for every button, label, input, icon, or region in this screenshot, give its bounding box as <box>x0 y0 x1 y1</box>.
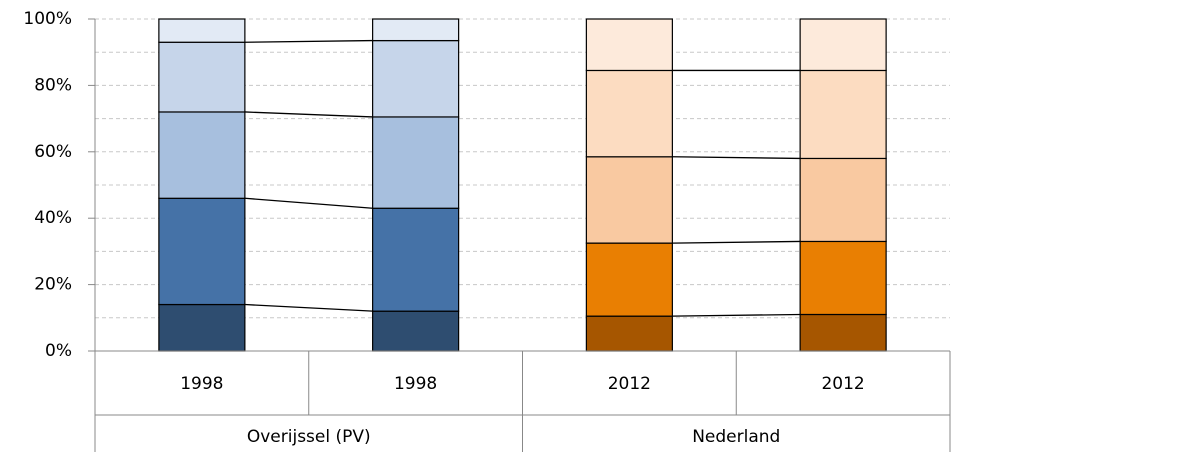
bar-segment <box>372 39 460 118</box>
series-line <box>672 156 801 160</box>
x-tick-label: 1998 <box>180 374 223 394</box>
y-tick-label: 20% <box>34 275 72 295</box>
bar-segment <box>799 240 887 316</box>
bar-segment <box>158 111 246 199</box>
bar-segment <box>158 197 246 306</box>
series-line <box>244 303 373 312</box>
y-tick-label: 100% <box>23 9 72 29</box>
x-tick-label: 2012 <box>608 374 651 394</box>
series-line <box>672 240 801 244</box>
bar-segment <box>585 242 673 317</box>
y-tick-label: 80% <box>34 75 72 95</box>
group-label: Nederland <box>692 427 780 447</box>
bar-segment <box>158 303 246 352</box>
bar-segment <box>585 69 673 158</box>
bar-segment <box>158 18 246 43</box>
bar-segment <box>372 207 460 312</box>
bar-segment <box>585 315 673 352</box>
bar-segment <box>372 310 460 352</box>
bar-segment <box>585 18 673 72</box>
bar-segment <box>799 69 887 160</box>
series-line <box>244 197 373 209</box>
bar-segment <box>799 313 887 352</box>
series-line <box>244 39 373 43</box>
bar-segment <box>585 156 673 244</box>
y-tick-label: 0% <box>45 341 72 361</box>
x-tick-label: 1998 <box>394 374 437 394</box>
group-label: Overijssel (PV) <box>247 427 371 447</box>
series-line <box>672 313 801 317</box>
bar-segment <box>158 41 246 113</box>
x-tick-label: 2012 <box>821 374 864 394</box>
bar-segment <box>799 157 887 243</box>
y-tick-label: 60% <box>34 142 72 162</box>
bar-segment <box>372 116 460 209</box>
y-tick-label: 40% <box>34 208 72 228</box>
bar-segment <box>799 18 887 72</box>
bar-segment <box>372 18 460 42</box>
series-line <box>244 111 373 118</box>
